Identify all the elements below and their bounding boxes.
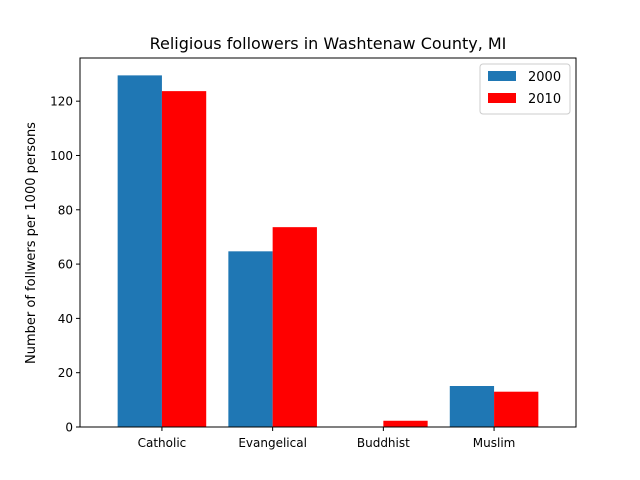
- bar-muslim-2010: [494, 391, 539, 427]
- y-tick-label: 40: [58, 312, 73, 326]
- y-tick-label: 80: [58, 203, 73, 217]
- x-tick-label-buddhist: Buddhist: [357, 436, 410, 450]
- axes-layer: 0 20 40 60 80 100 120 Catholic Evangelical Buddhi…: [50, 57, 577, 450]
- x-tick-label-catholic: Catholic: [138, 436, 187, 450]
- bar-muslim-2000: [449, 386, 495, 427]
- legend-label-2000: 2000: [528, 70, 561, 85]
- x-tick-label-muslim: Muslim: [473, 436, 516, 450]
- bar-buddhist-2010: [383, 420, 428, 427]
- legend: 2000 2010: [479, 63, 571, 115]
- y-tick-label: 20: [58, 366, 73, 380]
- legend-label-2010: 2010: [528, 92, 561, 107]
- legend-swatch-2010: [488, 93, 516, 103]
- bar-evangelical-2000: [228, 251, 273, 427]
- bar-catholic-2000: [117, 75, 162, 427]
- y-tick-label: 60: [58, 258, 73, 272]
- plot-frame: [79, 57, 577, 428]
- bars-layer: [117, 75, 539, 428]
- bar-catholic-2010: [161, 91, 207, 428]
- y-axis-label: Number of follwers per 1000 persons: [24, 122, 39, 364]
- legend-swatch-2000: [488, 71, 516, 81]
- x-tick-label-evangelical: Evangelical: [238, 436, 307, 450]
- chart-title: Religious followers in Washtenaw County,…: [150, 34, 507, 53]
- y-tick-label: 100: [50, 149, 73, 163]
- bar-evangelical-2010: [272, 227, 317, 427]
- y-tick-label: 120: [50, 95, 73, 109]
- y-tick-label: 0: [65, 421, 73, 435]
